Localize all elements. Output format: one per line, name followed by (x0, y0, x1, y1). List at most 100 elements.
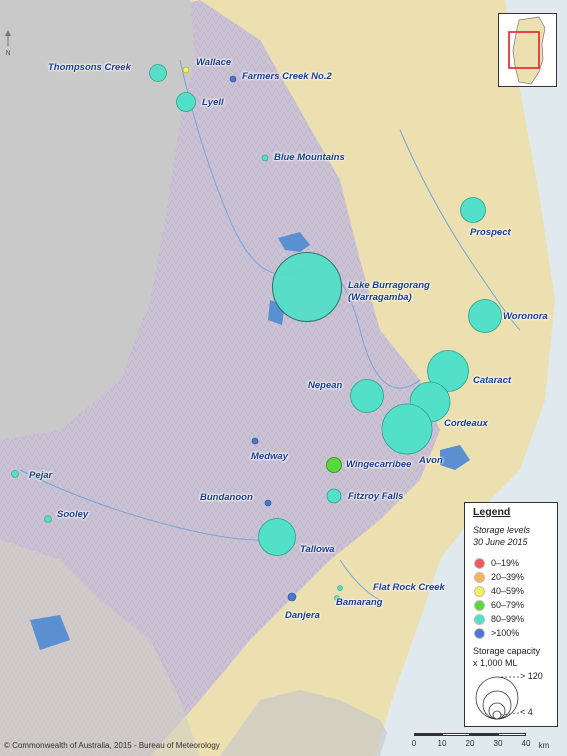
north-arrow-icon: N (5, 30, 11, 57)
lake-bathurst (30, 615, 70, 650)
storage-avon[interactable] (381, 403, 433, 455)
storage-sooley[interactable] (44, 515, 52, 523)
storage-wingecarribee[interactable] (326, 457, 342, 473)
legend-swatch-cyan (475, 614, 484, 624)
storage-woronora[interactable] (468, 299, 502, 333)
legend-capacity-max: > 120 (520, 671, 543, 681)
label-avon: Avon (419, 455, 443, 466)
legend-swatch-blue (475, 628, 484, 638)
north-arrow: N (3, 30, 13, 62)
storage-lake-burragorang[interactable] (272, 252, 342, 322)
storage-thompsons-creek[interactable] (149, 64, 167, 82)
label-warragamba: (Warragamba) (348, 292, 412, 303)
legend-swatch-green (475, 600, 484, 610)
legend-label-20-39: 20–39% (491, 572, 525, 582)
scale-unit: km (538, 741, 550, 750)
storage-fitzroy-falls[interactable] (326, 488, 342, 504)
label-fitzroy-falls: Fitzroy Falls (348, 491, 404, 502)
legend-item-40-59: 40–59% (475, 585, 524, 597)
scale-tick-0: 0 (411, 739, 417, 748)
label-thompsons-creek: Thompsons Creek (48, 62, 131, 73)
storage-cataract[interactable] (427, 350, 469, 392)
outside-area-north (0, 0, 195, 440)
label-nepean: Nepean (308, 380, 343, 391)
storage-wallace[interactable] (182, 66, 190, 74)
scale-bar: 0 10 20 30 40 km (411, 733, 556, 751)
southern-tablelands (0, 540, 200, 756)
label-bundanoon: Bundanoon (200, 492, 253, 503)
outside-area-south (220, 690, 400, 756)
scale-tick-20: 20 (465, 739, 475, 748)
copyright-notice: © Commonwealth of Australia, 2015 - Bure… (4, 741, 220, 750)
label-blue-mountains: Blue Mountains (274, 152, 345, 163)
river-line-3 (19, 469, 261, 541)
legend-swatch-orange (475, 572, 484, 582)
storage-nepean[interactable] (350, 379, 384, 413)
label-medway: Medway (251, 451, 288, 462)
scale-segment-4 (498, 733, 526, 736)
legend-label-over-100: >100% (491, 628, 520, 638)
label-prospect: Prospect (470, 227, 511, 238)
legend-label-80-99: 80–99% (491, 614, 525, 624)
legend-capacity-title: Storage capacity (473, 646, 541, 656)
label-tallowa: Tallowa (300, 544, 335, 555)
scale-segment-3 (470, 733, 498, 736)
storage-medway[interactable] (251, 437, 259, 445)
storage-bamarang[interactable] (334, 595, 340, 601)
legend-capacity-min: < 4 (520, 707, 533, 717)
legend-item-80-99: 80–99% (475, 613, 524, 625)
storage-danjera[interactable] (287, 592, 297, 602)
legend-item-0-19: 0–19% (475, 557, 519, 569)
north-label: N (6, 50, 11, 57)
legend-swatch-red (475, 558, 484, 568)
scale-tick-40: 40 (521, 739, 531, 748)
locator-inset (498, 13, 557, 87)
locator-box (508, 31, 540, 69)
legend-date: 30 June 2015 (473, 537, 528, 547)
lake-illawarra (440, 445, 470, 470)
scale-segment-1 (414, 733, 442, 736)
legend-storage-levels: Storage levels (473, 525, 531, 535)
label-wallace: Wallace (196, 57, 232, 68)
storage-blue-mountains[interactable] (261, 154, 269, 162)
storage-prospect[interactable] (460, 197, 486, 223)
scale-tick-30: 30 (493, 739, 503, 748)
label-sooley: Sooley (57, 509, 89, 520)
label-flat-rock-creek: Flat Rock Creek (373, 582, 445, 593)
label-farmers-creek: Farmers Creek No.2 (242, 71, 332, 82)
legend-item-20-39: 20–39% (475, 571, 524, 583)
storage-pejar[interactable] (11, 470, 19, 478)
legend: Legend Storage levels 30 June 2015 0–19%… (464, 502, 558, 727)
label-cordeaux: Cordeaux (444, 418, 488, 429)
legend-item-60-79: 60–79% (475, 599, 524, 611)
legend-item-over-100: >100% (475, 627, 519, 639)
label-lyell: Lyell (202, 97, 224, 108)
label-bamarang: Bamarang (336, 597, 383, 608)
legend-label-0-19: 0–19% (491, 558, 520, 568)
label-wingecarribee: Wingecarribee (346, 459, 412, 470)
label-pejar: Pejar (29, 470, 53, 481)
legend-swatch-yellow (475, 586, 484, 596)
scale-segment-2 (442, 733, 470, 736)
label-lake-burragorang: Lake Burragorang (348, 280, 430, 291)
storage-bundanoon[interactable] (264, 499, 272, 507)
storage-flat-rock-creek[interactable] (337, 585, 343, 591)
label-danjera: Danjera (285, 610, 320, 621)
burragorang-arm-north (278, 232, 310, 252)
scale-tick-10: 10 (437, 739, 447, 748)
storage-farmers-creek[interactable] (229, 75, 237, 83)
legend-capacity-unit: x 1,000 ML (473, 658, 518, 668)
label-cataract: Cataract (473, 375, 512, 386)
legend-title: Legend (473, 506, 511, 518)
locator-map (508, 16, 546, 85)
river-line-2 (399, 129, 521, 331)
river-line-4 (339, 559, 381, 601)
storage-lyell[interactable] (176, 92, 196, 112)
legend-label-60-79: 60–79% (491, 600, 525, 610)
label-woronora: Woronora (503, 311, 548, 322)
legend-size-circles (475, 676, 521, 720)
legend-label-40-59: 40–59% (491, 586, 525, 596)
storage-tallowa[interactable] (258, 518, 296, 556)
